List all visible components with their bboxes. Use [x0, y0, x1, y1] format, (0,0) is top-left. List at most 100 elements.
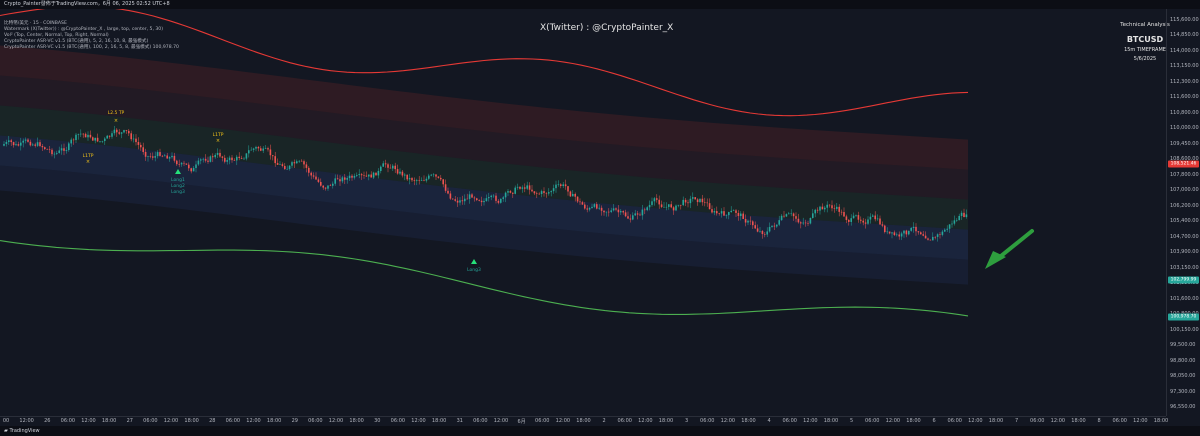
candle-body [178, 164, 180, 165]
indicator-line-asr-1[interactable]: CryptoPainter ASR-VC v1.5 (BTC(通用), 5, 2… [4, 39, 149, 44]
time-axis-label: 18:00 [1153, 418, 1169, 424]
candle-body [711, 209, 713, 213]
candle-body [240, 157, 243, 159]
price-tag: 102,799.99 [1168, 276, 1199, 284]
time-axis-label: 12:00 [638, 418, 653, 424]
candle-body [723, 211, 725, 216]
candle-body [120, 132, 123, 134]
candle-body [224, 157, 226, 162]
candle-body [310, 172, 312, 176]
volatility-bands [0, 45, 968, 285]
candle-body [804, 222, 807, 224]
candle-body [260, 148, 262, 151]
signal-label: L1TP [82, 154, 94, 159]
price-axis[interactable]: 115,600.00 114,850.00 114,000.00 113,150.00… [1166, 9, 1200, 416]
indicator-line-vol[interactable]: Vol² (Top, Center, Normal, Top, Right, N… [4, 33, 109, 38]
signal-markers: × × × [86, 118, 477, 264]
candle-body [672, 207, 675, 211]
candle-body [84, 133, 87, 138]
candle-body [190, 168, 192, 172]
candle-body [617, 209, 620, 213]
take-profit-marker: × [114, 118, 118, 124]
candle-body [867, 219, 869, 224]
title-bar: Crypto_Painter發佈于TradingView.com，6月 06, … [0, 0, 1200, 9]
tradingview-brand: TradingView [9, 428, 40, 434]
candle-body [53, 153, 56, 155]
candle-body [920, 232, 922, 235]
candle-body [36, 142, 39, 146]
candle-body [874, 215, 876, 220]
candle-body [720, 211, 723, 214]
candle-body [192, 168, 195, 172]
price-chart[interactable]: × × × [0, 5, 1166, 416]
candle-body [598, 207, 600, 209]
price-axis-label: 97,300.00 [1170, 388, 1196, 395]
candle-body [140, 144, 142, 148]
candle-body [123, 130, 125, 133]
candle-body [488, 197, 490, 199]
candle-body [144, 151, 147, 157]
candle-body [572, 193, 574, 197]
candle-body [584, 204, 586, 209]
candle-body [795, 216, 797, 219]
candle-body [699, 198, 701, 203]
candle-body [322, 185, 324, 188]
indicator-line-symbol[interactable]: 比特幣/美元 · 15 · COINBASE [4, 21, 67, 26]
candle-body [15, 144, 17, 146]
candle-body [581, 202, 584, 205]
signal-label: Long3 [171, 190, 185, 195]
candle-body [188, 164, 190, 169]
candle-body [380, 166, 382, 171]
indicator-line-asr-2[interactable]: CryptoPainter ASR-VC v1.5 (BTC(通用), 100,… [4, 45, 179, 50]
time-axis-label: 18:00 [349, 418, 364, 424]
candle-body [749, 220, 752, 222]
lower-band-line [0, 240, 969, 317]
candle-body [557, 184, 560, 185]
candle-body [908, 230, 910, 235]
candle-body [675, 205, 677, 211]
upper-band-line [0, 5, 969, 117]
candle-body [881, 224, 884, 226]
long-entry-triangle [175, 169, 181, 174]
candle-body [228, 157, 231, 161]
candle-body [108, 135, 111, 137]
candle-body [560, 184, 562, 187]
time-axis[interactable]: 00 12:00 26 06:00 12:00 18:00 27 06:00 12:00 18:0… [0, 416, 1169, 426]
candle-body [320, 181, 322, 186]
candle-body [17, 144, 20, 146]
candle-body [420, 180, 423, 181]
upper-red-band [0, 45, 968, 170]
candle-body [58, 150, 60, 153]
candle-body [296, 161, 298, 164]
candle-body [92, 137, 94, 141]
candle-body [776, 224, 778, 227]
candle-body [872, 215, 874, 217]
time-axis-label: 12:00 [163, 418, 179, 424]
candle-body [264, 148, 267, 149]
candle-body [869, 216, 872, 220]
candle-body [956, 220, 958, 221]
candle-body [375, 172, 377, 176]
time-axis-label: 06:00 [865, 418, 880, 424]
take-profit-marker: × [216, 138, 220, 144]
candle-body [944, 229, 946, 232]
time-axis-label: 18:00 [906, 418, 921, 424]
candle-body [51, 149, 53, 155]
chart-area[interactable]: × × × 比特幣/美元 · 15 · COINBASE Watermark (X(… [0, 5, 1170, 416]
candle-body [497, 200, 500, 203]
candle-body [622, 211, 624, 213]
candle-body [953, 220, 956, 224]
tradingview-logo[interactable]: ▰ TradingView [4, 426, 40, 436]
indicator-line-watermark[interactable]: Watermark (X(Twitter)) : @CryptoPainter_… [4, 27, 164, 32]
candle-body [440, 177, 442, 180]
candle-body [752, 221, 754, 226]
time-axis-label: 18:00 [101, 418, 117, 424]
candle-body [291, 162, 293, 166]
time-axis-label: 18:00 [988, 418, 1004, 424]
candle-body [744, 218, 747, 223]
candle-body [111, 133, 113, 137]
candle-body [274, 156, 276, 164]
candle-body [312, 175, 315, 177]
candle-body [245, 153, 248, 159]
time-axis-label: 27 [126, 418, 133, 424]
